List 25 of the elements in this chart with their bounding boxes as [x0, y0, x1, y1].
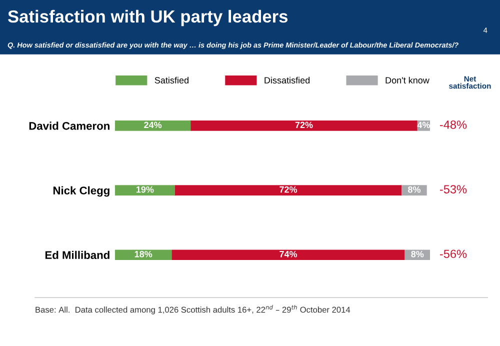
data-label: 18% — [134, 250, 152, 258]
data-label: 8% — [411, 250, 424, 258]
y-tick-label: Ed Milliband — [45, 250, 110, 260]
bar — [174, 185, 402, 196]
y-tick-label: David Cameron — [29, 122, 110, 130]
text: -48% — [440, 120, 467, 129]
text: -53% — [440, 185, 467, 194]
y-tick-label: Nick Clegg — [53, 186, 110, 197]
bar — [115, 120, 191, 131]
chart-title: Satisfaction with UK party leaders — [8, 10, 288, 26]
legend-label: Don't know — [386, 76, 430, 84]
text: Base: All. Data collected among 1,026 Scottish adults 16+, 22$^{nd}$ – 29$^{th}$ October 2014 — [36, 304, 350, 314]
data-label: 19% — [136, 186, 154, 193]
bar — [115, 185, 175, 196]
bar — [115, 250, 172, 260]
bar — [172, 250, 405, 260]
bar — [190, 120, 418, 131]
data-label: 8% — [408, 186, 421, 193]
legend-label: Satisfied — [154, 76, 188, 84]
data-label: 72% — [280, 186, 298, 193]
legend-label: Dissatisfied — [264, 76, 310, 84]
data-label: 72% — [295, 122, 313, 128]
data-label: 24% — [144, 122, 162, 128]
data-label: 74% — [280, 250, 298, 258]
text: -56% — [440, 250, 467, 258]
